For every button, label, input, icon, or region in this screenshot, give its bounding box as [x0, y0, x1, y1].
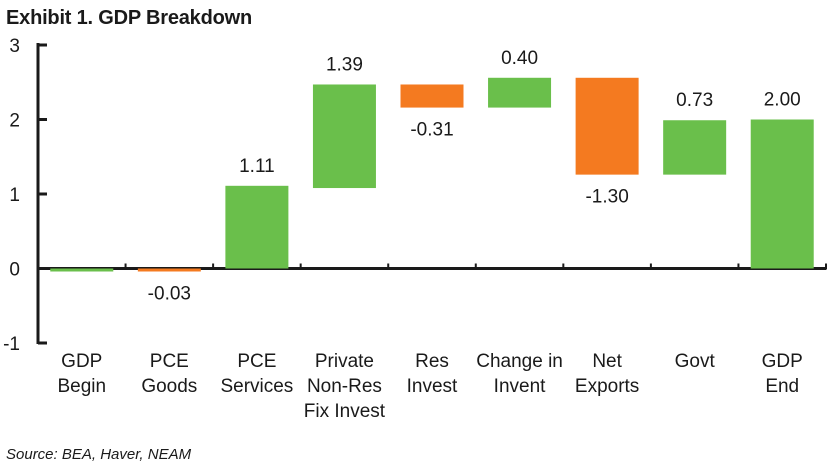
data-label: -0.03 — [148, 284, 191, 305]
x-tick-label: PCE — [237, 351, 276, 372]
x-tick-label: Goods — [141, 376, 197, 397]
data-label: 1.39 — [326, 54, 363, 75]
x-tick-label: Services — [220, 376, 293, 397]
y-tick-label: 0 — [9, 260, 20, 281]
x-tick-label: Private — [315, 351, 374, 372]
x-tick-label: GDP — [762, 351, 803, 372]
x-tick-label: Res — [415, 351, 449, 372]
x-tick-label: GDP — [61, 351, 102, 372]
data-label: -1.30 — [585, 187, 628, 208]
x-tick-label: Begin — [57, 376, 106, 397]
bar-8 — [750, 119, 814, 269]
bar-7 — [663, 120, 727, 175]
data-label: 0.40 — [501, 48, 538, 69]
x-tick-label: Exports — [575, 376, 639, 397]
data-label: 2.00 — [764, 90, 801, 111]
x-tick-label: Non-Res — [307, 376, 382, 397]
x-tick-label: Govt — [675, 351, 716, 372]
bar-1 — [137, 268, 201, 272]
bar-5 — [488, 77, 552, 108]
x-tick-label: PCE — [150, 351, 189, 372]
bar-0 — [50, 268, 114, 272]
x-tick-label: Invent — [494, 376, 546, 397]
x-tick-label: Change in — [476, 351, 563, 372]
bar-6 — [575, 77, 639, 175]
bar-4 — [400, 84, 464, 108]
x-tick-label: End — [765, 376, 799, 397]
y-tick-label: 2 — [9, 111, 20, 132]
y-tick-label: -1 — [3, 334, 20, 355]
y-tick-label: 1 — [9, 185, 20, 206]
bar-3 — [312, 84, 376, 189]
source-note: Source: BEA, Haver, NEAM — [6, 446, 192, 463]
chart-title: Exhibit 1. GDP Breakdown — [6, 7, 253, 29]
bar-2 — [225, 185, 289, 269]
x-tick-label: Net — [592, 351, 622, 372]
data-label: 0.73 — [676, 90, 713, 111]
data-label: 1.11 — [239, 156, 275, 177]
x-tick-label: Invest — [407, 376, 458, 397]
data-label: -0.31 — [410, 120, 453, 141]
y-tick-label: 3 — [9, 36, 20, 57]
x-tick-label: Fix Invest — [304, 401, 386, 422]
